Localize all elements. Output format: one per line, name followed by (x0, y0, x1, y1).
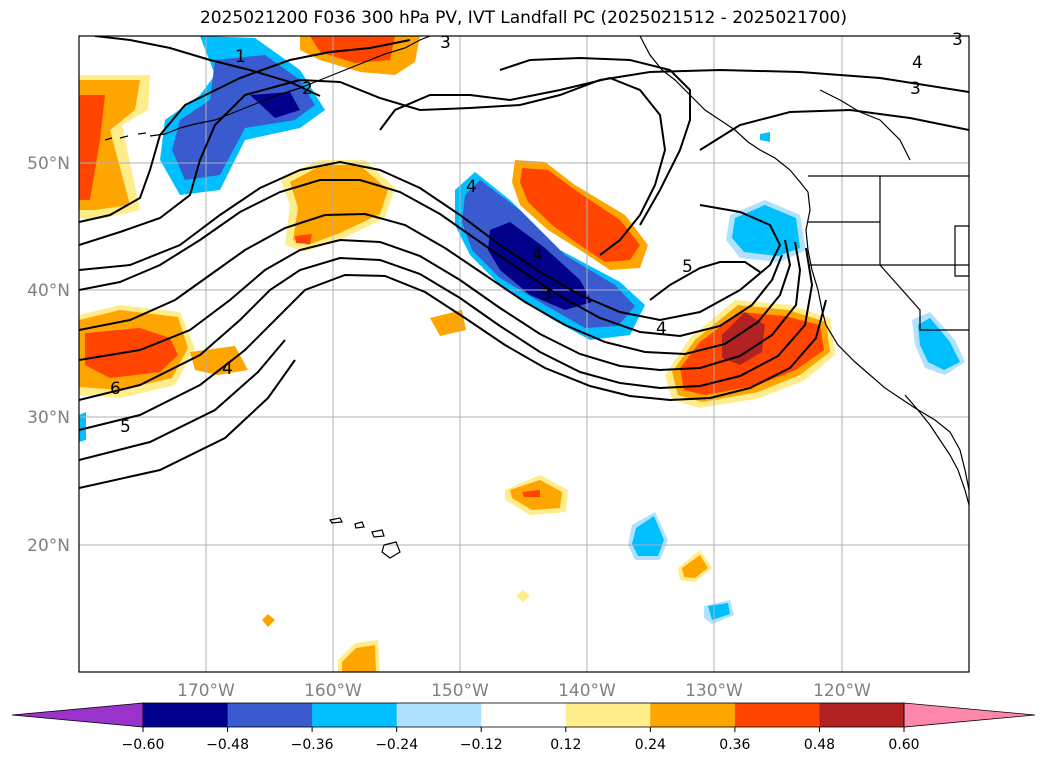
contour-label: 3 (540, 285, 551, 305)
coastlines (104, 36, 969, 559)
colorbar-ticks: −0.60 −0.48 −0.36 −0.24 −0.12 0.12 0.24 0.36 0.4… (122, 727, 920, 753)
colorbar-tick-label: −0.48 (206, 737, 249, 753)
graticule (79, 36, 969, 672)
longitude-labels: 170°W 160°W 150°W 140°W 130°W 120°W (177, 681, 871, 701)
map-frame (78, 35, 970, 673)
colorbar-under-arrow (11, 702, 144, 728)
colorbar-bin (396, 703, 482, 727)
lat-label: 20°N (27, 536, 70, 556)
colorbar-tick-label: −0.36 (291, 737, 334, 753)
colorbar-tick-label: 0.48 (804, 737, 835, 753)
lat-label: 40°N (27, 281, 70, 301)
colorbar-bin (312, 703, 398, 727)
contour-label: 3 (440, 33, 451, 53)
contour-label: 4 (466, 177, 477, 197)
colorbar: −0.60 −0.48 −0.36 −0.24 −0.12 0.12 0.24 0.36 0.4… (11, 702, 1036, 753)
colorbar-tick-label: −0.12 (460, 737, 503, 753)
lon-label: 160°W (304, 681, 362, 701)
colorbar-bins (143, 703, 905, 727)
contour-labels: 1 2 3 3 4 3 4 4 5 4 6 5 3 4 (110, 30, 963, 437)
colorbar-bin (227, 703, 313, 727)
contour-label: 4 (656, 319, 667, 339)
colorbar-bin (650, 703, 736, 727)
pv-contours (79, 36, 969, 489)
colorbar-bin (819, 703, 905, 727)
colorbar-bin (481, 703, 567, 727)
lon-label: 130°W (685, 681, 743, 701)
contour-label: 5 (682, 257, 693, 277)
colorbar-bin (565, 703, 651, 727)
contour-label: 1 (235, 47, 246, 67)
colorbar-frame (142, 702, 905, 728)
lon-label: 170°W (177, 681, 235, 701)
contour-label: 2 (302, 79, 313, 99)
contour-label: 4 (532, 245, 543, 265)
contour-label: 4 (912, 53, 923, 73)
colorbar-tick-label: 0.12 (550, 737, 581, 753)
latitude-labels: 50°N 40°N 30°N 20°N (27, 154, 70, 556)
colorbar-tick-label: −0.60 (122, 737, 165, 753)
contour-label: 5 (120, 417, 131, 437)
colorbar-tick-label: 0.36 (719, 737, 750, 753)
colorbar-tick-label: 0.60 (888, 737, 919, 753)
colorbar-over-arrow (903, 702, 1036, 728)
contour-label: 4 (222, 359, 233, 379)
colorbar-tick-label: −0.24 (375, 737, 418, 753)
colorbar-tick-label: 0.24 (635, 737, 666, 753)
lon-label: 140°W (558, 681, 616, 701)
lat-label: 30°N (27, 408, 70, 428)
colorbar-bin (734, 703, 820, 727)
contour-label: 3 (910, 79, 921, 99)
lat-label: 50°N (27, 154, 70, 174)
map-title: 2025021200 F036 300 hPa PV, IVT Landfall… (199, 8, 847, 28)
colorbar-bin (143, 703, 229, 727)
lon-label: 120°W (813, 681, 871, 701)
contour-label: 3 (952, 30, 963, 50)
lon-label: 150°W (431, 681, 489, 701)
contour-label: 6 (110, 379, 121, 399)
